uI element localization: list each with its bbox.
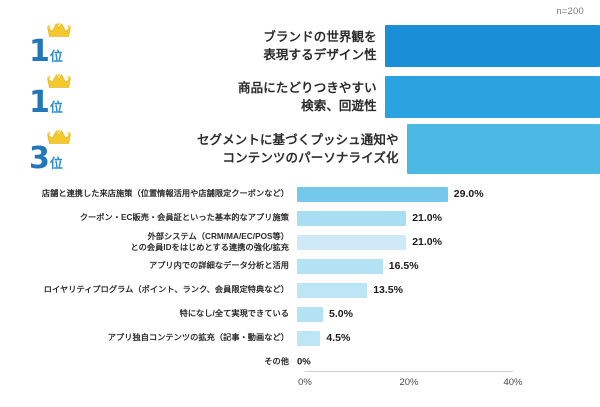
category-label-line: ブランドの世界観を — [263, 29, 377, 44]
crown-icon — [46, 129, 72, 146]
bar-value-label: 21.0% — [412, 212, 442, 224]
category-label-line: アプリ独自コンテンツの拡充（記事・動画など） — [107, 333, 289, 343]
rank-unit-label: 位 — [49, 156, 63, 171]
bar-value-label: 5.0% — [329, 308, 353, 320]
bar-track: 31.0% — [406, 124, 600, 174]
bar-value-label: 13.5% — [373, 284, 403, 296]
category-label: アプリ独自コンテンツの拡充（記事・動画など） — [0, 332, 297, 343]
bar-track: 13.5% — [297, 282, 403, 298]
bar-fill — [297, 186, 448, 202]
bar-row: ロイヤリティプログラム（ポイント、ランク、会員限定特典など） 13.5% — [0, 278, 600, 302]
bar-value-label: 4.5% — [326, 332, 351, 344]
bar-value-label: 16.5% — [388, 260, 419, 272]
bar-value-label: 29.0% — [453, 188, 484, 200]
rank-number: 3 — [29, 141, 50, 176]
category-label-line: 外部システム（CRM/MA/EC/POS等） — [147, 231, 289, 241]
rank-unit-label: 位 — [49, 100, 63, 115]
category-label-line: アプリ内での詳細なデータ分析と活用 — [148, 261, 289, 271]
category-label-line: 検索、回遊性 — [301, 99, 377, 113]
bar-fill — [384, 25, 600, 67]
category-label-line: 店舗と連携した来店施策（位置情報活用や店舗限定クーポンなど） — [41, 189, 289, 199]
ranked-bar-row: 3位セグメントに基づくプッシュ通知やコンテンツのパーソナライズ化31.0% — [0, 124, 600, 174]
bar-value-label: 0% — [297, 356, 311, 368]
category-label: 特になし/全て実現できている — [0, 308, 297, 319]
bar-row: 店舗と連携した来店施策（位置情報活用や店舗限定クーポンなど） 29.0% — [0, 182, 600, 206]
category-label-line: との会員IDをはじめとする連携の強化/拡充 — [130, 243, 289, 252]
ranked-category-label: 商品にたどりつきやすい検索、回遊性 — [82, 79, 385, 115]
category-label-line: セグメントに基づくプッシュ通知や — [196, 132, 399, 147]
bar-track: 21.0% — [297, 210, 442, 226]
ranked-category-label: セグメントに基づくプッシュ通知やコンテンツのパーソナライズ化 — [82, 131, 407, 167]
bar-track: 5.0% — [297, 306, 353, 322]
bar-fill — [297, 234, 407, 250]
bar-row: 外部システム（CRM/MA/EC/POS等） との会員IDをはじめとする連携の強化… — [0, 230, 600, 254]
bar-track: 16.5% — [297, 258, 419, 274]
crown-icon — [46, 22, 72, 39]
axis-tick-label: 20% — [399, 377, 419, 388]
bar-track: 29.0% — [297, 186, 484, 202]
sample-size-note: n=200 — [556, 6, 584, 17]
bar-track: 4.5% — [297, 330, 350, 346]
category-label: ロイヤリティプログラム（ポイント、ランク、会員限定特典など） — [0, 284, 297, 295]
bar-fill — [297, 330, 321, 346]
crown-icon — [46, 73, 72, 90]
category-label: アプリ内での詳細なデータ分析と活用 — [0, 260, 297, 271]
rank-number: 1 — [29, 34, 50, 69]
bar-row: アプリ独自コンテンツの拡充（記事・動画など） 4.5% — [0, 326, 600, 350]
category-label: 外部システム（CRM/MA/EC/POS等） との会員IDをはじめとする連携の強化… — [0, 231, 297, 254]
rank-number: 1 — [29, 85, 50, 120]
category-label-line: 商品にたどりつきやすい — [238, 80, 377, 95]
bar-fill — [406, 124, 600, 174]
category-label-line: その他 — [264, 357, 289, 367]
ranked-category-label: ブランドの世界観を 表現するデザイン性 — [82, 28, 385, 64]
category-label: その他 — [0, 356, 297, 367]
category-label-line: ロイヤリティプログラム（ポイント、ランク、会員限定特典など） — [43, 285, 289, 295]
bar-track: 34.5% — [384, 76, 600, 118]
bar-row: その他 0% — [0, 350, 600, 374]
bar-row: アプリ内での詳細なデータ分析と活用 16.5% — [0, 254, 600, 278]
category-label-line: クーポン・EC販売・会員証といった基本的なアプリ施策 — [79, 213, 289, 223]
ranked-bar-row: 1位ブランドの世界観を表現するデザイン性34.5% — [0, 22, 600, 69]
axis-tick-label: 0% — [298, 377, 312, 388]
axis-tick-label: 40% — [503, 377, 523, 388]
bar-fill — [297, 210, 407, 226]
bar-row: クーポン・EC販売・会員証といった基本的なアプリ施策 21.0% — [0, 206, 600, 230]
bar-fill — [297, 282, 368, 298]
category-label: 店舗と連携した来店施策（位置情報活用や店舗限定クーポンなど） — [0, 188, 297, 199]
rank-unit-label: 位 — [49, 49, 63, 64]
bar-track: 21.0% — [297, 234, 442, 250]
category-label: クーポン・EC販売・会員証といった基本的なアプリ施策 — [0, 212, 297, 223]
bar-fill — [297, 258, 383, 274]
bar-fill — [297, 306, 323, 322]
axis-line — [305, 371, 513, 372]
bar-track: 34.5% — [384, 25, 600, 67]
bar-fill — [384, 76, 600, 118]
category-label-line: 特になし/全て実現できている — [179, 309, 289, 319]
category-label-line: コンテンツのパーソナライズ化 — [222, 151, 399, 165]
bar-value-label: 21.0% — [412, 236, 442, 248]
category-label-line: 表現するデザイン性 — [263, 48, 377, 62]
bar-row: 特になし/全て実現できている 5.0% — [0, 302, 600, 326]
